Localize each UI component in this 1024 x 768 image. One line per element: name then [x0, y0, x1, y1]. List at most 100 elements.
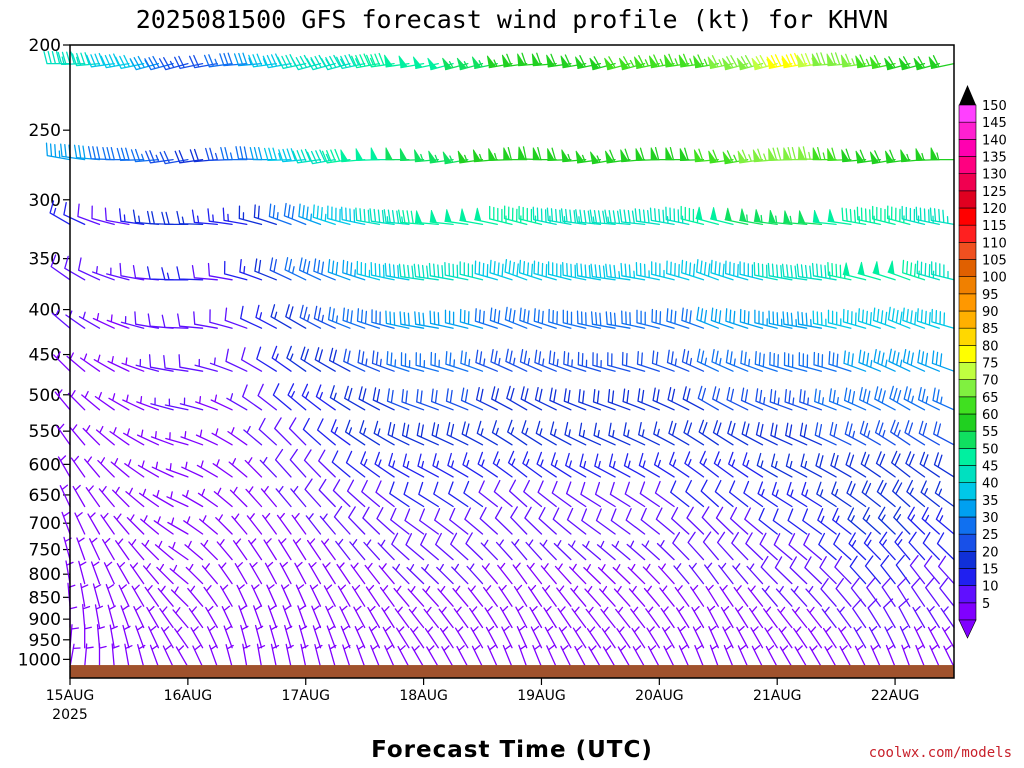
wind-barb — [562, 309, 587, 329]
wind-barb — [300, 346, 322, 372]
wind-barb — [532, 206, 557, 226]
wind-barb-pennant — [827, 209, 835, 223]
wind-barb — [474, 260, 498, 281]
wind-barb — [635, 262, 660, 281]
wind-barb — [656, 540, 675, 561]
wind-barb — [824, 645, 837, 668]
wind-barb — [670, 480, 690, 508]
wind-barb — [188, 54, 218, 69]
wind-barb — [246, 513, 263, 535]
wind-barb — [524, 506, 543, 535]
wind-barb — [696, 306, 719, 329]
wind-barb — [297, 605, 307, 629]
wind-barb — [263, 538, 277, 561]
wind-barb — [899, 625, 911, 649]
wind-barb-pennant — [752, 149, 762, 163]
wind-barb — [257, 383, 277, 411]
wind-barb — [916, 308, 940, 329]
wind-barb — [172, 607, 189, 629]
wind-barb — [285, 304, 307, 329]
wind-barb — [814, 388, 837, 411]
wind-barb — [148, 625, 160, 649]
wind-barb — [391, 532, 410, 561]
wind-barb — [868, 625, 881, 649]
wind-barb — [775, 585, 793, 607]
wind-barb — [577, 351, 602, 372]
wind-barb — [210, 394, 233, 411]
wind-barb — [359, 420, 381, 446]
wind-barb — [834, 555, 852, 585]
wind-barb — [168, 541, 189, 561]
wind-barb — [232, 538, 248, 561]
colorbar-swatch — [958, 585, 977, 604]
wind-barb — [163, 355, 189, 372]
wind-barb — [332, 479, 351, 508]
wind-barb — [801, 481, 823, 508]
wind-barb — [195, 395, 218, 411]
wind-barb — [242, 384, 263, 411]
colorbar-label: 55 — [982, 425, 999, 440]
wind-barb — [330, 419, 351, 446]
colorbar-label: 115 — [982, 219, 1007, 234]
wind-barb — [57, 455, 71, 478]
wind-barb — [668, 420, 690, 446]
wind-barb — [759, 532, 778, 561]
wind-barb — [219, 584, 233, 607]
wind-barb — [791, 606, 808, 629]
colorbar-label: 5 — [982, 597, 990, 612]
wind-barb-pennant — [857, 261, 865, 276]
wind-barb — [240, 305, 263, 329]
wind-barb — [538, 507, 557, 535]
wind-barb — [505, 348, 528, 372]
wind-barb — [558, 626, 572, 649]
wind-barb — [622, 388, 646, 411]
wind-barb — [797, 53, 823, 68]
wind-barb — [737, 644, 749, 668]
wind-barb — [872, 307, 896, 329]
wind-barb-pennant — [695, 206, 703, 221]
wind-barb — [234, 562, 248, 585]
wind-barb — [685, 479, 705, 508]
wind-barb — [519, 307, 543, 329]
wind-barb — [592, 388, 616, 411]
wind-barb — [341, 206, 366, 226]
wind-barb — [288, 417, 307, 446]
wind-barb — [581, 508, 602, 535]
wind-barb — [691, 605, 705, 629]
wind-barb — [213, 487, 233, 508]
wind-barb — [534, 349, 557, 372]
wind-barb — [185, 563, 204, 585]
wind-barb — [374, 451, 395, 478]
wind-barb — [207, 262, 233, 281]
wind-barb — [195, 429, 218, 446]
wind-barb — [344, 385, 366, 411]
wind-barb — [651, 308, 675, 329]
colorbar-label: 80 — [982, 339, 999, 354]
wind-barb-pennant — [472, 149, 482, 163]
wind-barb — [767, 262, 793, 281]
wind-barb — [134, 311, 160, 329]
wind-barb-pennant — [618, 57, 630, 71]
wind-barb-pennant — [503, 147, 511, 160]
wind-barb — [197, 488, 218, 508]
wind-barb — [534, 386, 557, 411]
colorbar-label: 105 — [982, 254, 1007, 269]
wind-barb-pennant — [855, 150, 865, 164]
wind-barb-pennant — [428, 150, 438, 164]
wind-barb — [483, 585, 498, 607]
colorbar-label: 75 — [982, 357, 999, 372]
wind-barb — [583, 564, 602, 585]
wind-barb-pennant — [664, 54, 674, 68]
wind-barb — [170, 586, 189, 607]
wind-barb — [371, 309, 395, 329]
wind-barb — [592, 352, 616, 372]
wind-barb — [516, 625, 528, 649]
wind-barb — [809, 645, 823, 668]
wind-barb-pennant — [842, 262, 850, 277]
wind-barb — [666, 349, 690, 372]
wind-barb — [790, 585, 808, 607]
wind-barb — [57, 51, 86, 66]
wind-barb-pennant — [561, 149, 570, 163]
wind-barb — [522, 451, 543, 478]
wind-barb — [844, 421, 867, 446]
